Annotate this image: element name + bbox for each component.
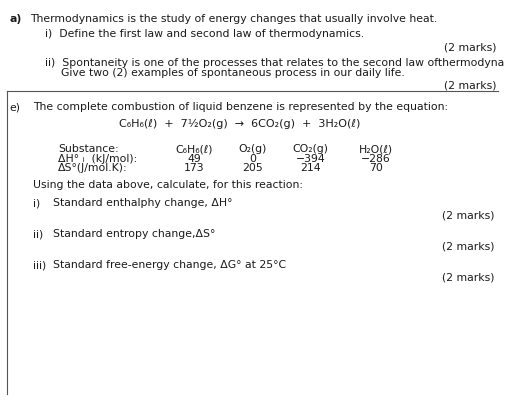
Text: O₂(g): O₂(g): [238, 144, 267, 154]
Text: 214: 214: [300, 163, 321, 173]
Text: Standard enthalphy change, ΔH°: Standard enthalphy change, ΔH°: [53, 198, 232, 209]
Text: Standard entropy change,ΔS°: Standard entropy change,ΔS°: [53, 229, 216, 239]
Text: 70: 70: [369, 163, 383, 173]
Text: C₆H₆(ℓ)  +  7½O₂(g)  →  6CO₂(g)  +  3H₂O(ℓ): C₆H₆(ℓ) + 7½O₂(g) → 6CO₂(g) + 3H₂O(ℓ): [119, 119, 360, 129]
Text: C₆H₆(ℓ): C₆H₆(ℓ): [176, 144, 213, 154]
Text: −394: −394: [296, 154, 325, 164]
Text: i): i): [33, 198, 40, 209]
Text: Thermodynamics is the study of energy changes that usually involve heat.: Thermodynamics is the study of energy ch…: [30, 14, 437, 24]
Text: e): e): [9, 102, 20, 112]
Text: (2 marks): (2 marks): [442, 211, 494, 221]
Text: H₂O(ℓ): H₂O(ℓ): [359, 144, 393, 154]
Text: (2 marks): (2 marks): [442, 241, 494, 252]
Text: i)  Define the first law and second law of thermodynamics.: i) Define the first law and second law o…: [45, 29, 365, 39]
Text: Substance:: Substance:: [58, 144, 119, 154]
Text: (2 marks): (2 marks): [442, 272, 494, 282]
Text: 49: 49: [187, 154, 201, 164]
Text: The complete combustion of liquid benzene is represented by the equation:: The complete combustion of liquid benzen…: [33, 102, 448, 112]
Text: iii): iii): [33, 260, 46, 270]
Text: ΔH° ᵢ  (kJ/mol):: ΔH° ᵢ (kJ/mol):: [58, 154, 137, 164]
Text: −286: −286: [362, 154, 391, 164]
Text: (2 marks): (2 marks): [444, 43, 497, 53]
Text: 205: 205: [242, 163, 263, 173]
Text: ii): ii): [33, 229, 43, 239]
Text: Standard free-energy change, ΔG° at 25°C: Standard free-energy change, ΔG° at 25°C: [53, 260, 286, 270]
Text: ΔS°(J/mol.K):: ΔS°(J/mol.K):: [58, 163, 128, 173]
Text: Using the data above, calculate, for this reaction:: Using the data above, calculate, for thi…: [33, 180, 303, 190]
Text: 0: 0: [249, 154, 256, 164]
Text: ii)  Spontaneity is one of the processes that relates to the second law ofthermo: ii) Spontaneity is one of the processes …: [45, 58, 505, 68]
Text: CO₂(g): CO₂(g): [292, 144, 329, 154]
Text: Give two (2) examples of spontaneous process in our daily life.: Give two (2) examples of spontaneous pro…: [61, 68, 405, 78]
Text: (2 marks): (2 marks): [444, 81, 497, 91]
Text: a): a): [9, 14, 21, 24]
Text: 173: 173: [184, 163, 205, 173]
